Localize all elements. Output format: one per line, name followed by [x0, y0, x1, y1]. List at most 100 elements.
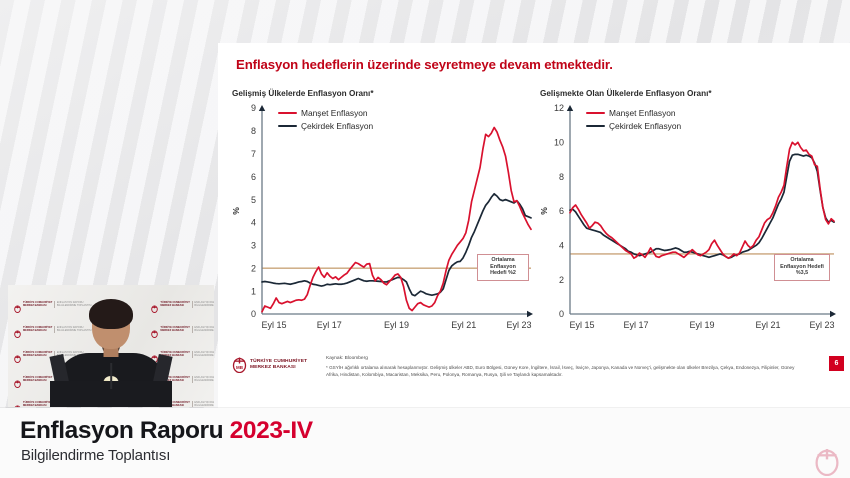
target-annotation-advanced: Ortalama Enflasyon Hedefi %2: [477, 254, 529, 281]
svg-text:1: 1: [251, 286, 256, 296]
chart-svg-emerging: 0 2 4 6 8 10 12% Eyl 15 Eyl 17 Eyl 19 Eyl 21 Eyl 23: [540, 103, 836, 330]
cbrt-emblem-icon: [14, 300, 21, 313]
chart-title-emerging: Gelişmekte Olan Ülkelerde Enflasyon Oran…: [540, 89, 712, 98]
svg-text:MB: MB: [236, 365, 244, 370]
lower-third-banner: Enflasyon Raporu 2023-IV Bilgilendirme T…: [0, 408, 850, 478]
svg-text:10: 10: [554, 138, 564, 148]
backdrop-brand-text: TÜRKİYE CUMHURİYET MERKEZ BANKASI: [23, 300, 53, 307]
plot-area-emerging: 0 2 4 6 8 10 12% Eyl 15 Eyl 17 Eyl 19 Eyl 21 Eyl 23…: [540, 102, 840, 340]
microphone: [110, 363, 112, 389]
cbrt-emblem-icon: [14, 375, 21, 388]
backdrop-divider: [191, 375, 193, 383]
svg-text:6: 6: [559, 206, 564, 216]
svg-text:0: 0: [251, 309, 256, 319]
chart-emerging-economies: Gelişmekte Olan Ülkelerde Enflasyon Oran…: [540, 89, 840, 347]
source-label: Kaynak: Bloomberg: [326, 356, 368, 361]
cbrt-wordmark: TÜRKİYE CUMHURİYET MERKEZ BANKASI: [250, 359, 307, 372]
cbrt-emblem-icon: MB: [232, 357, 247, 374]
presentation-slide: Enflasyon hedeflerin üzerinde seyretmeye…: [218, 43, 850, 409]
svg-text:7: 7: [251, 149, 256, 159]
cbrt-line-1: TÜRKİYE CUMHURİYET: [250, 358, 308, 364]
broadcast-title-accent: 2023-IV: [229, 417, 313, 444]
backdrop-brand-text: TÜRKİYE CUMHURİYET MERKEZ BANKASI: [23, 350, 53, 357]
svg-text:4: 4: [559, 241, 564, 251]
cbrt-emblem-icon: [14, 350, 21, 363]
svg-text:Eyl 15: Eyl 15: [569, 320, 594, 330]
svg-text:%: %: [540, 207, 549, 215]
slide-footnote: * GSYİH ağırlıklı ortalama alınarak hesa…: [326, 364, 795, 377]
backdrop-divider: [191, 300, 193, 308]
svg-text:5: 5: [251, 195, 256, 205]
cbrt-emblem-icon: [151, 325, 159, 338]
backdrop-divider: [54, 300, 55, 308]
cbrt-emblem-icon: [151, 300, 159, 313]
backdrop-divider: [54, 325, 55, 333]
svg-text:Eyl 15: Eyl 15: [261, 320, 286, 330]
backdrop-brand-text: TÜRKİYE CUMHURİYET MERKEZ BANKASI: [160, 350, 190, 357]
backdrop-divider: [54, 350, 55, 358]
svg-text:4: 4: [251, 218, 256, 228]
svg-text:Eyl 23: Eyl 23: [809, 320, 834, 330]
presenter-video: TÜRKİYE CUMHURİYET MERKEZ BANKASI ENFLASYO…: [8, 285, 214, 407]
target-annotation-emerging: Ortalama Enflasyon Hedefi %3,5: [774, 254, 830, 281]
svg-text:%: %: [232, 207, 241, 215]
svg-text:9: 9: [251, 103, 256, 113]
cbrt-line-2: MERKEZ BANKASI: [250, 365, 296, 370]
svg-text:Eyl 21: Eyl 21: [451, 320, 476, 330]
backdrop-divider: [191, 350, 193, 358]
slide-headline: Enflasyon hedeflerin üzerinde seyretmeye…: [236, 57, 613, 72]
svg-text:8: 8: [559, 172, 564, 182]
cbrt-emblem-icon: [14, 400, 21, 407]
backdrop-brand-text: TÜRKİYE CUMHURİYET MERKEZ BANKASI: [160, 325, 190, 332]
svg-text:Eyl 17: Eyl 17: [317, 320, 342, 330]
backdrop-brand-text: TÜRKİYE CUMHURİYET MERKEZ BANKASI: [23, 400, 53, 407]
svg-text:3: 3: [251, 241, 256, 251]
source-note: Kaynak: Bloomberg * GSYİH ağırlıklı orta…: [326, 356, 808, 378]
broadcast-title-main: Enflasyon Raporu: [20, 417, 230, 444]
cbrt-emblem-icon: [14, 325, 21, 338]
presenter-hair-top: [89, 299, 133, 329]
backdrop-brand-text: TÜRKİYE CUMHURİYET MERKEZ BANKASI: [23, 375, 53, 382]
svg-text:2: 2: [559, 275, 564, 285]
svg-text:6: 6: [251, 172, 256, 182]
svg-text:2: 2: [251, 263, 256, 273]
broadcast-subtitle: Bilgilendirme Toplantısı: [21, 447, 171, 464]
backdrop-brand-text: TÜRKİYE CUMHURİYET MERKEZ BANKASI: [160, 300, 190, 307]
backdrop-brand-text: TÜRKİYE CUMHURİYET MERKEZ BANKASI: [160, 375, 190, 382]
svg-text:8: 8: [251, 126, 256, 136]
broadcast-title: Enflasyon Raporu 2023-IV: [20, 417, 313, 445]
backdrop-divider: [191, 325, 193, 333]
chart-title-advanced: Gelişmiş Ülkelerde Enflasyon Oranı*: [232, 89, 374, 98]
svg-text:Eyl 21: Eyl 21: [755, 320, 780, 330]
backdrop-divider: [191, 400, 193, 407]
chart-advanced-economies: Gelişmiş Ülkelerde Enflasyon Oranı* 0 1 2 3…: [232, 89, 537, 347]
svg-text:Eyl 19: Eyl 19: [689, 320, 714, 330]
svg-text:Eyl 23: Eyl 23: [506, 320, 531, 330]
backdrop-brand-text: TÜRKİYE CUMHURİYET MERKEZ BANKASI: [23, 325, 53, 332]
cbrt-logo: MB TÜRKİYE CUMHURİYET MERKEZ BANKASI: [232, 357, 307, 374]
plot-area-advanced: 0 1 2 3 4 5 6 7 8 9% Eyl 15 Eyl 17 Eyl 19 Eyl 21 Eyl 2…: [232, 102, 537, 340]
chart-svg-advanced: 0 1 2 3 4 5 6 7 8 9% Eyl 15 Eyl 17 Eyl 19 Eyl 21 Eyl 2…: [232, 103, 533, 330]
backdrop-brand-text: TÜRKİYE CUMHURİYET MERKEZ BANKASI: [160, 400, 190, 407]
svg-text:0: 0: [559, 309, 564, 319]
svg-text:Eyl 19: Eyl 19: [384, 320, 409, 330]
slide-footer: MB TÜRKİYE CUMHURİYET MERKEZ BANKASI Kay…: [218, 351, 850, 409]
page-number-badge: 6: [829, 356, 844, 371]
svg-text:12: 12: [554, 103, 564, 113]
svg-text:Eyl 17: Eyl 17: [623, 320, 648, 330]
cbrt-watermark-icon: [814, 448, 840, 477]
